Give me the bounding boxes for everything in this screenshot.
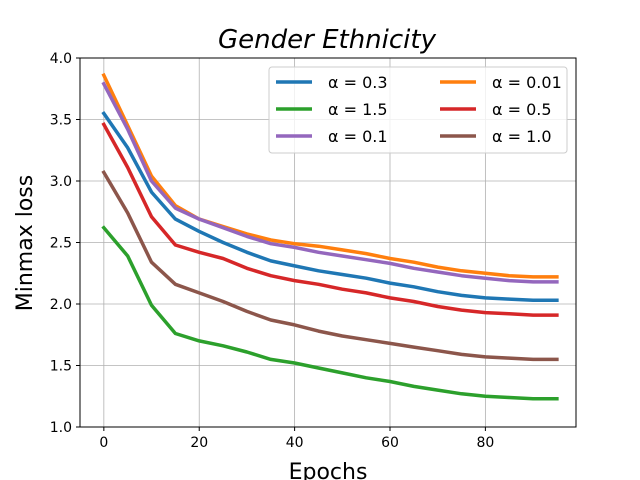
y-tick-label: 2.5 xyxy=(50,236,72,252)
x-tick-label: 20 xyxy=(190,435,208,451)
legend-label: α = 0.3 xyxy=(328,73,388,92)
y-tick-label: 3.5 xyxy=(50,113,72,129)
y-tick-label: 3.0 xyxy=(50,174,72,190)
series-line-0 xyxy=(101,110,559,303)
series-line-2 xyxy=(101,225,559,401)
legend-label: α = 0.01 xyxy=(492,73,562,92)
x-tick-label: 40 xyxy=(286,435,304,451)
legend-label: α = 0.5 xyxy=(492,100,552,119)
y-tick-label: 4.0 xyxy=(50,51,72,67)
legend-label: α = 0.1 xyxy=(328,127,388,146)
series-line-1 xyxy=(101,72,559,279)
y-axis: 1.0 1.5 2.0 2.5 3.0 3.5 4.0 xyxy=(50,51,80,436)
x-tick-label: 0 xyxy=(99,435,108,451)
x-axis: 0 20 40 60 80 xyxy=(99,427,494,451)
y-tick-label: 2.0 xyxy=(50,297,72,313)
series-line-4 xyxy=(101,81,559,284)
y-axis-label: Minmax loss xyxy=(13,175,38,311)
y-tick-label: 1.5 xyxy=(50,359,72,375)
x-tick-label: 80 xyxy=(476,435,494,451)
legend: α = 0.3 α = 0.01 α = 1.5 α = 0.5 α = 0.1 α = … xyxy=(268,66,568,154)
x-axis-label: Epochs xyxy=(289,460,368,480)
y-tick-label: 1.0 xyxy=(50,420,72,436)
series-lines xyxy=(101,72,559,401)
x-tick-label: 60 xyxy=(381,435,399,451)
legend-label: α = 1.5 xyxy=(328,100,388,119)
chart-title: Gender Ethnicity xyxy=(218,25,437,55)
legend-label: α = 1.0 xyxy=(492,127,552,146)
legend-box xyxy=(268,66,568,154)
series-line-3 xyxy=(101,122,559,317)
series-line-5 xyxy=(101,170,559,362)
